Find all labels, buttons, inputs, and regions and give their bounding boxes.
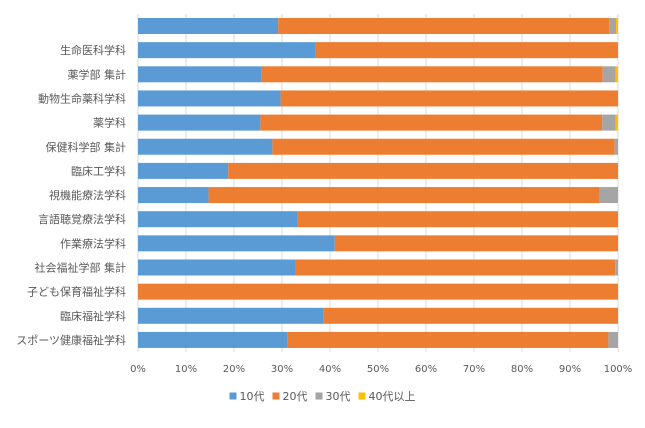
category-label: 視機能療法学科 — [49, 188, 126, 202]
category-label: 動物生命薬科学科 — [38, 91, 126, 105]
category-label: 作業療法学科 — [60, 236, 126, 250]
category-label: 保健科学部 集計 — [46, 140, 127, 154]
bar-segment-3 — [609, 18, 617, 34]
bar-segment-2 — [208, 187, 600, 204]
x-tick-label: 30% — [271, 364, 293, 375]
x-tick-label: 100% — [604, 364, 633, 375]
bar-segment-1 — [138, 235, 335, 252]
legend-label: 40代以上 — [369, 390, 416, 403]
bar-segment-1 — [138, 66, 262, 83]
bar-segment-2 — [280, 90, 618, 107]
bar-segment-2 — [260, 114, 603, 131]
bar-segment-1 — [138, 90, 281, 107]
legend-item-3: 30代 — [315, 390, 351, 403]
legend-swatch — [358, 392, 366, 400]
x-tick-label: 0% — [130, 364, 146, 375]
bar-segment-1 — [138, 18, 279, 34]
category-label: 社会福祉学部 集計 — [35, 261, 127, 275]
legend-swatch — [272, 392, 280, 400]
x-tick-label: 60% — [415, 364, 437, 375]
x-axis-ticks: 0% 10% 20% 30% 40% 50% 60% 70% 80% 90% 100% — [130, 364, 632, 375]
bar-segment-1 — [138, 162, 229, 179]
category-label: 臨床工学科 — [71, 164, 126, 178]
bar-segment-2 — [138, 283, 618, 300]
bar-segment-3 — [614, 138, 618, 155]
category-label: 生命医科学科 — [60, 43, 126, 57]
bar-segment-2 — [272, 138, 615, 155]
bar-segment-1 — [138, 138, 273, 155]
bar-segment-3 — [608, 331, 618, 348]
legend-item-4: 40代以上 — [358, 390, 416, 403]
legend-label: 20代 — [283, 390, 308, 403]
bar-segment-2 — [295, 259, 616, 276]
gridlines — [137, 13, 619, 353]
x-tick-label: 10% — [175, 364, 197, 375]
x-tick-label: 50% — [367, 364, 389, 375]
legend-label: 10代 — [240, 390, 265, 403]
bar-segment-2 — [261, 66, 603, 83]
x-tick-label: 20% — [223, 364, 245, 375]
bar-segment-1 — [138, 331, 288, 348]
category-label: 薬学部 集計 — [68, 67, 127, 81]
x-tick-label: 70% — [463, 364, 485, 375]
bar-segment-3 — [602, 66, 616, 83]
bar-segment-4 — [615, 66, 618, 83]
bar-segment-2 — [323, 307, 618, 324]
x-tick-label: 80% — [511, 364, 533, 375]
bar-segment-3 — [615, 259, 618, 276]
category-label: 薬学科 — [93, 116, 126, 130]
bar-segment-4 — [616, 18, 618, 34]
x-tick-label: 90% — [559, 364, 581, 375]
x-tick-label: 40% — [319, 364, 341, 375]
category-label: 子ども保育福祉学科 — [27, 285, 126, 299]
bar-segment-2 — [287, 331, 609, 348]
bar-segment-2 — [334, 235, 618, 252]
bar-segment-1 — [138, 114, 261, 131]
bar-segment-3 — [599, 187, 618, 204]
bars — [138, 18, 619, 348]
legend-label: 30代 — [326, 390, 351, 403]
category-label: スポーツ健康福祉学科 — [16, 333, 126, 347]
legend-swatch — [315, 392, 323, 400]
bar-segment-1 — [138, 307, 324, 324]
bar-segment-1 — [138, 259, 296, 276]
legend-item-2: 20代 — [272, 390, 308, 403]
category-label: 言語聴覚療法学科 — [38, 212, 126, 226]
bar-segment-1 — [138, 187, 209, 204]
legend-swatch — [229, 392, 237, 400]
bar-segment-2 — [278, 18, 610, 34]
bar-segment-2 — [228, 162, 619, 179]
bar-segment-2 — [315, 42, 618, 59]
legend: 10代 20代 30代 40代以上 — [229, 390, 416, 403]
bar-segment-1 — [138, 211, 298, 228]
legend-item-1: 10代 — [229, 390, 265, 403]
bar-segment-2 — [297, 211, 618, 228]
bar-segment-1 — [138, 42, 316, 59]
bar-segment-4 — [615, 114, 618, 131]
bar-segment-3 — [602, 114, 616, 131]
category-label: 臨床福祉学科 — [60, 309, 126, 323]
